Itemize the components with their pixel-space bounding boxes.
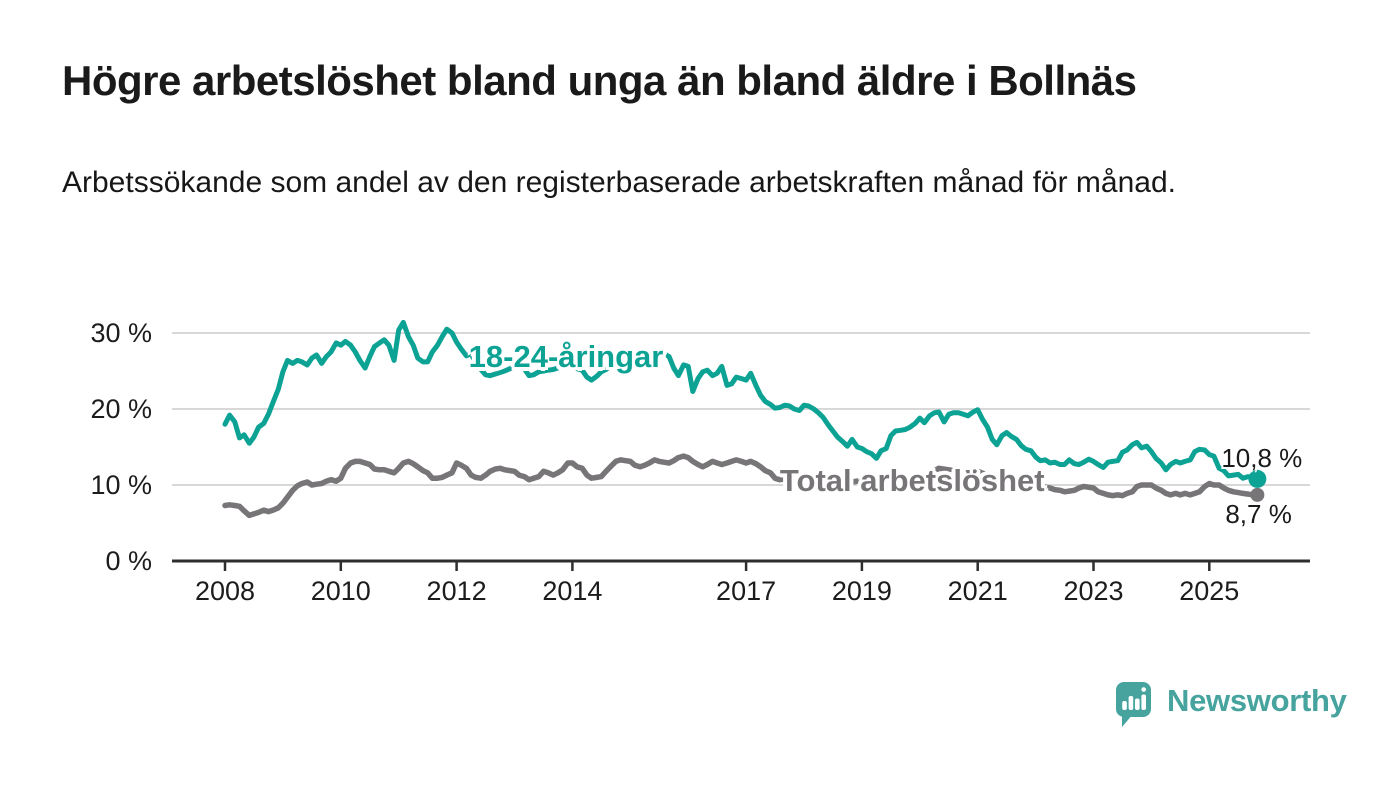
- y-tick-label: 0 %: [105, 546, 152, 576]
- x-tick-label: 2019: [832, 576, 892, 606]
- x-tick-label: 2010: [311, 576, 371, 606]
- x-tick-label: 2023: [1063, 576, 1123, 606]
- x-tick-label: 2008: [195, 576, 255, 606]
- page-title: Högre arbetslöshet bland unga än bland ä…: [62, 57, 1137, 104]
- x-tick-label: 2025: [1179, 576, 1239, 606]
- newsworthy-logo-icon: [1116, 682, 1151, 727]
- end-value-label-young: 10,8 %: [1221, 442, 1303, 473]
- y-tick-label: 20 %: [90, 394, 152, 424]
- series-line-total: [222, 453, 1261, 519]
- series-line-young: [222, 319, 1260, 482]
- end-dot-young: [1248, 469, 1267, 488]
- x-tick-label: 2021: [948, 576, 1008, 606]
- end-value-label-total: 8,7 %: [1225, 498, 1292, 529]
- x-tick-label: 2014: [542, 576, 602, 606]
- y-tick-label: 10 %: [90, 470, 152, 500]
- newsworthy-logo-text: Newsworthy: [1167, 683, 1347, 718]
- y-tick-label: 30 %: [90, 318, 152, 348]
- x-tick-label: 2012: [427, 576, 487, 606]
- x-tick-label: 2017: [716, 576, 776, 606]
- series-label-total: Total arbetslöshet: [779, 462, 1045, 498]
- page-subtitle: Arbetssökande som andel av den registerb…: [62, 166, 1176, 199]
- newsworthy-logo: Newsworthy: [1116, 682, 1347, 730]
- series-label-young: 18-24-åringar: [468, 338, 664, 374]
- end-dot-total: [1250, 487, 1265, 502]
